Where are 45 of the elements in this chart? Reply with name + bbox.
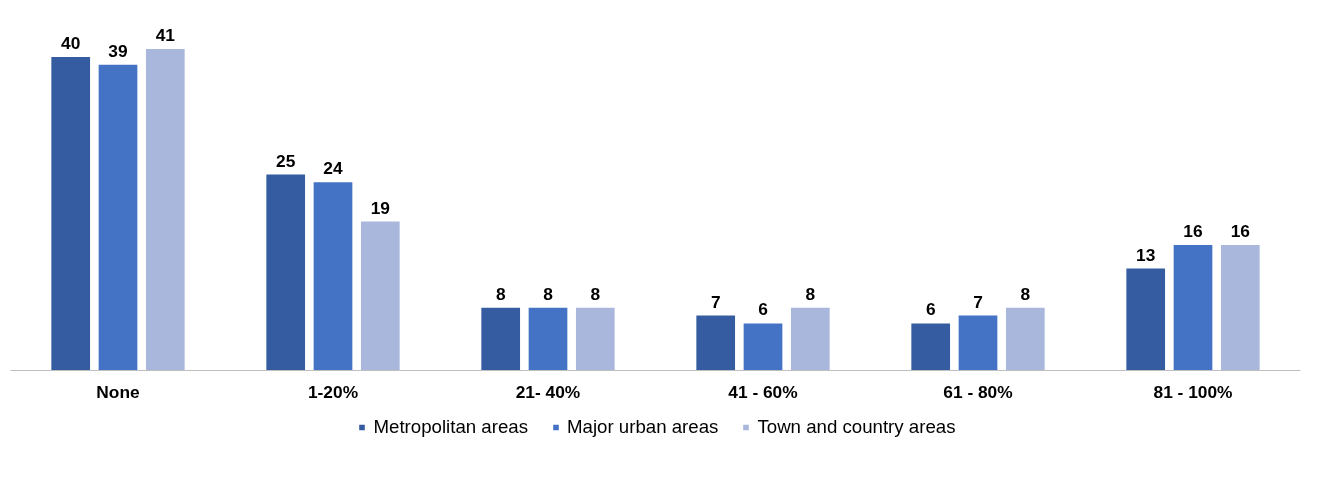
bar (98, 64, 138, 371)
data-label: 6 (758, 299, 769, 320)
data-label: 8 (590, 283, 601, 304)
bar (1220, 245, 1260, 371)
x-tick-label: 21- 40% (515, 381, 581, 402)
bar (313, 182, 353, 371)
data-label: 8 (543, 283, 554, 304)
data-label: 6 (925, 299, 936, 320)
data-label: 41 (155, 25, 176, 46)
bar (790, 307, 830, 371)
bar (911, 323, 951, 371)
x-tick-label: 81 - 100% (1153, 381, 1233, 402)
data-label: 19 (370, 197, 390, 218)
bar (1005, 307, 1045, 371)
legend-label: Town and country areas (757, 415, 956, 438)
bar (481, 307, 521, 371)
x-tick-label: None (96, 381, 141, 402)
data-label: 39 (108, 40, 128, 61)
bar (1173, 245, 1213, 371)
bar (696, 315, 736, 371)
data-label: 16 (1183, 221, 1203, 242)
bar (528, 307, 568, 371)
legend-label: Major urban areas (567, 415, 719, 438)
bar (1126, 268, 1166, 371)
data-label: 7 (973, 291, 983, 312)
x-tick-label: 61 - 80% (943, 381, 1013, 402)
bar (145, 49, 185, 371)
data-label: 8 (495, 283, 506, 304)
bar (266, 174, 306, 371)
data-label: 16 (1230, 221, 1251, 242)
data-label: 13 (1136, 244, 1156, 265)
x-tick-label: 1-20% (307, 381, 359, 402)
bar (958, 315, 998, 371)
data-label: 8 (1020, 283, 1031, 304)
data-label: 24 (323, 158, 343, 179)
legend-label: Metropolitan areas (373, 415, 529, 438)
x-tick-label: 41 - 60% (728, 381, 798, 402)
data-label: 25 (276, 150, 296, 171)
bar (360, 221, 400, 371)
bar (51, 56, 91, 371)
data-label: 40 (61, 32, 81, 53)
bar (575, 307, 615, 371)
bar (743, 323, 783, 371)
data-label: 8 (805, 283, 816, 304)
data-label: 7 (710, 291, 721, 312)
